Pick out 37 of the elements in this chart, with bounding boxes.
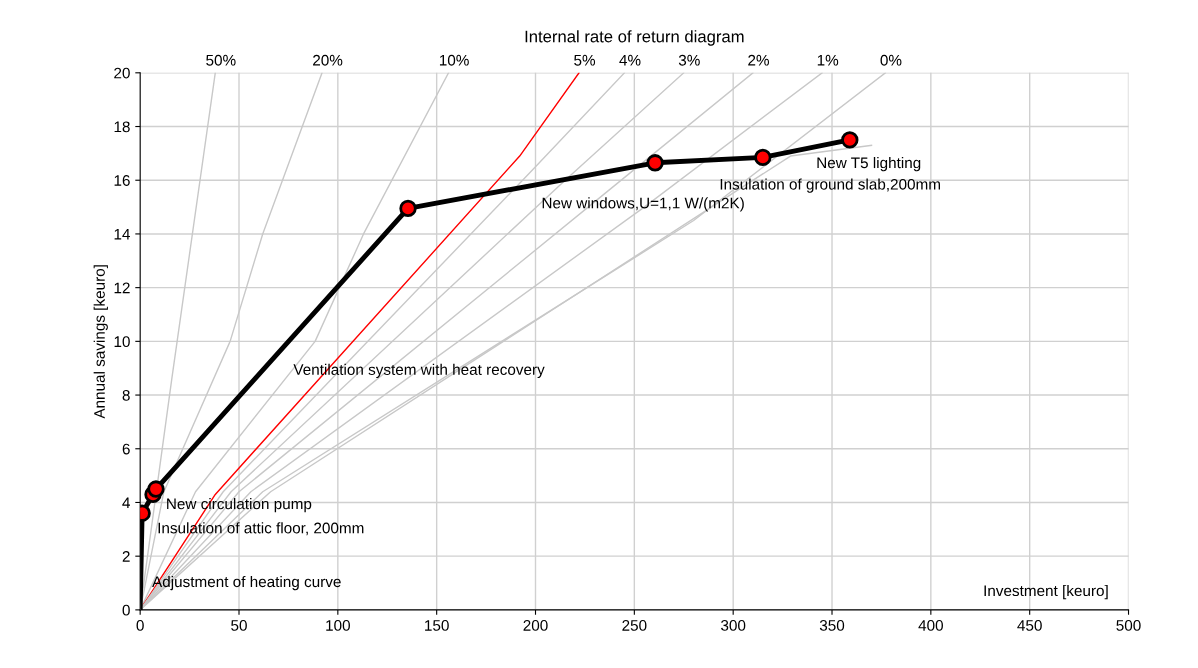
x-tick-label: 300 — [721, 620, 746, 631]
y-axis-title: Annual savings [keuro] — [93, 265, 108, 419]
annotation: New windows,U=1,1 W/(m2K) — [542, 197, 744, 212]
y-tick-label: 16 — [114, 175, 130, 186]
x-tick-label: 100 — [326, 620, 350, 631]
y-tick-label: 6 — [122, 443, 130, 455]
x-tick-label: 450 — [1017, 620, 1042, 631]
series-label: 50% — [206, 54, 236, 66]
series-label: 20% — [313, 54, 343, 66]
y-tick-label: 10 — [114, 336, 130, 348]
series-label: 0% — [880, 54, 902, 66]
annotation: Insulation of ground slab,200mm — [720, 178, 940, 193]
x-axis-title: Investment [keuro] — [984, 584, 1108, 600]
x-tick-label: 150 — [425, 620, 449, 631]
annotation: New T5 lighting — [817, 156, 921, 172]
y-tick-label: 2 — [122, 551, 130, 562]
x-tick-label: 0 — [136, 620, 144, 631]
x-tick-label: 200 — [523, 620, 548, 631]
x-tick-label: 400 — [918, 620, 943, 631]
y-tick-label: 0 — [122, 604, 130, 616]
y-tick-label: 12 — [114, 282, 130, 294]
series-label: 1% — [817, 54, 839, 66]
y-tick-label: 18 — [114, 121, 130, 133]
series-label: 2% — [748, 54, 769, 66]
series-label: 3% — [678, 54, 700, 66]
x-tick-label: 350 — [819, 620, 845, 631]
y-tick-label: 14 — [114, 228, 130, 240]
y-tick-label: 20 — [114, 67, 130, 79]
series-label: 5% — [574, 54, 596, 66]
x-tick-label: 50 — [231, 620, 247, 631]
x-tick-label: 500 — [1116, 620, 1141, 631]
series-label: 10% — [439, 54, 469, 66]
x-tick-label: 250 — [622, 620, 647, 631]
y-tick-label: 4 — [122, 497, 130, 509]
y-tick-label: 8 — [122, 389, 130, 401]
chart-title: Internal rate of return diagram — [525, 30, 744, 46]
series-label: 4% — [619, 54, 641, 66]
